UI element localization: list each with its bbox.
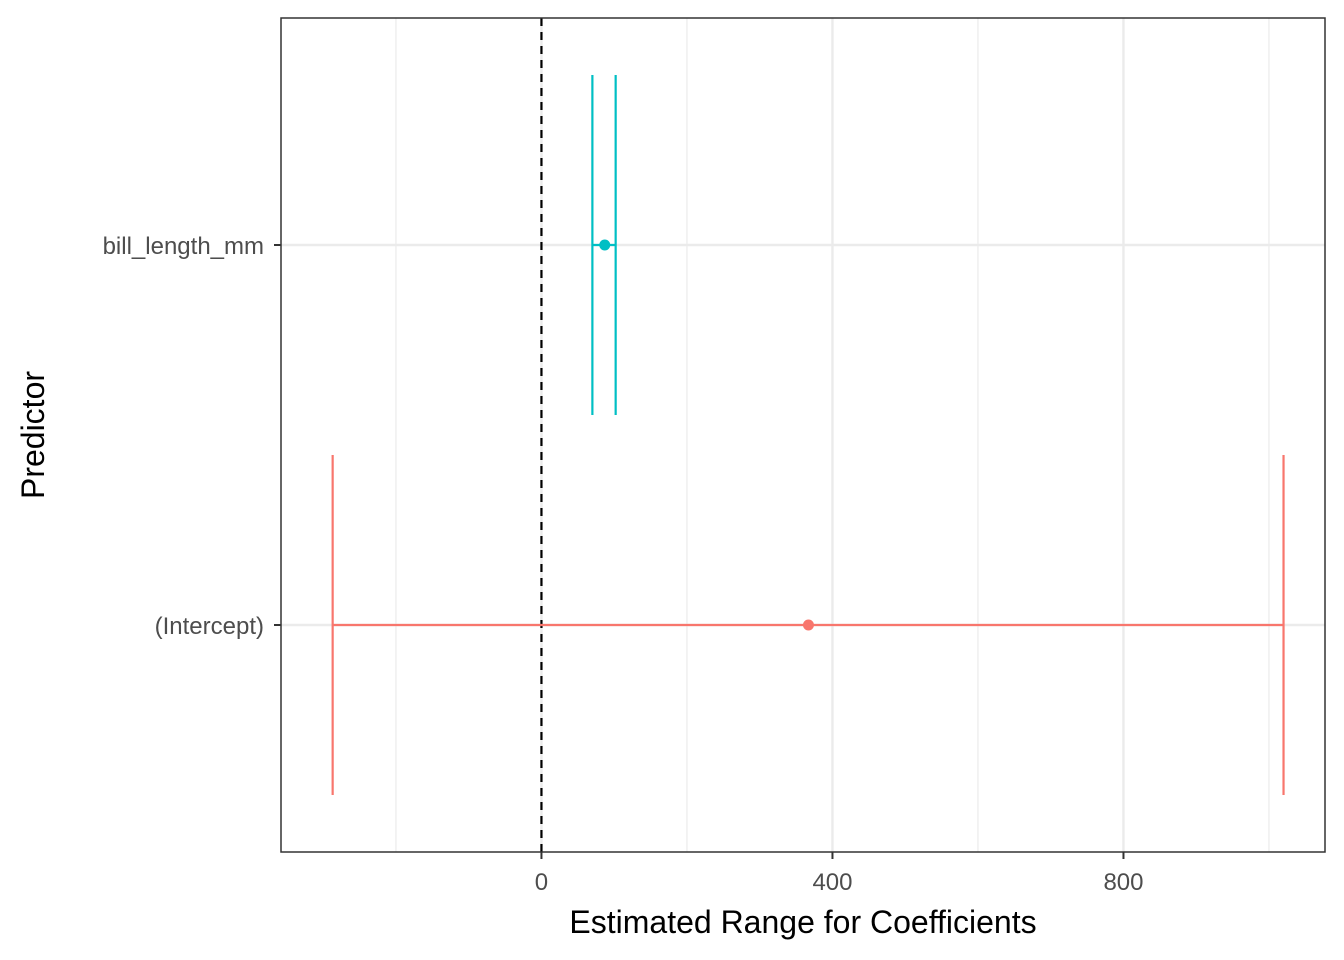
x-tick-label: 0 [535, 869, 548, 896]
x-axis-title: Estimated Range for Coefficients [569, 904, 1036, 940]
panel-border [280, 17, 1326, 853]
y-tick-label: (Intercept) [155, 613, 264, 640]
errorbar--intercept- [331, 455, 1285, 795]
errorbar-bill-length-mm [591, 75, 617, 415]
y-tick-label: bill_length_mm [103, 233, 264, 260]
estimate-point [802, 619, 814, 631]
estimate-point [599, 239, 611, 251]
x-tick-label: 800 [1103, 869, 1143, 896]
y-axis-title: Predictor [15, 371, 51, 499]
panel-background [281, 18, 1325, 852]
x-tick-label: 400 [812, 869, 852, 896]
axes: 0 400 800 bill_length_mm (Intercept) [103, 233, 1144, 896]
error-bars-layer [331, 75, 1285, 795]
